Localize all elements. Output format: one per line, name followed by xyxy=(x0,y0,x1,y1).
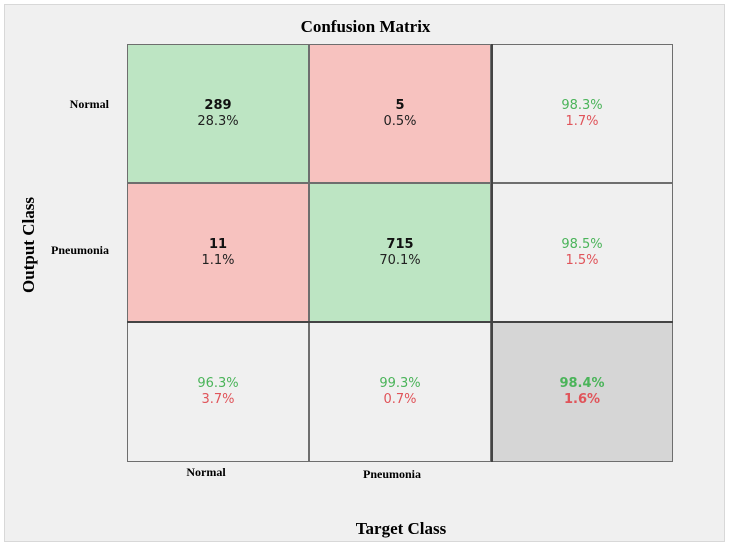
summary-correct: 96.3% xyxy=(197,376,239,391)
cell-count: 289 xyxy=(204,97,232,113)
x-axis-label: Target Class xyxy=(355,519,447,538)
col-label-pneumonia: Pneumonia xyxy=(362,467,422,481)
cell-count: 715 xyxy=(386,236,414,252)
summary-divider-horizontal xyxy=(127,321,673,323)
col-summary-pneumonia: 99.3% 0.7% xyxy=(309,322,491,462)
summary-error: 1.5% xyxy=(565,252,599,268)
summary-correct: 99.3% xyxy=(379,376,421,391)
overall-accuracy-cell: 98.4% 1.6% xyxy=(491,322,673,462)
confusion-matrix-grid: 289 28.3% 5 0.5% 98.3% 1.7% 11 1.1% 715 … xyxy=(127,44,673,462)
cell-percent: 70.1% xyxy=(379,252,421,268)
cell-pneumonia-pneumonia: 715 70.1% xyxy=(309,183,491,322)
cell-percent: 0.5% xyxy=(383,113,417,129)
summary-error: 1.7% xyxy=(565,113,599,129)
summary-error: 0.7% xyxy=(383,392,417,407)
cell-normal-pneumonia: 5 0.5% xyxy=(309,44,491,183)
overall-correct: 98.4% xyxy=(559,376,605,391)
cell-count: 5 xyxy=(395,97,405,113)
row-summary-normal: 98.3% 1.7% xyxy=(491,44,673,183)
cell-pneumonia-normal: 11 1.1% xyxy=(127,183,309,322)
summary-divider-vertical xyxy=(491,44,493,462)
cell-percent: 28.3% xyxy=(197,113,239,129)
summary-correct: 98.5% xyxy=(561,236,603,252)
cell-count: 11 xyxy=(208,236,228,252)
summary-correct: 98.3% xyxy=(561,97,603,113)
row-label-pneumonia: Pneumonia xyxy=(50,243,109,257)
row-label-normal: Normal xyxy=(69,97,109,111)
chart-title: Confusion Matrix xyxy=(300,17,431,36)
col-label-normal: Normal xyxy=(186,465,226,479)
summary-error: 3.7% xyxy=(201,392,235,407)
cell-percent: 1.1% xyxy=(201,252,235,268)
overall-error: 1.6% xyxy=(563,392,601,407)
col-summary-normal: 96.3% 3.7% xyxy=(127,322,309,462)
row-summary-pneumonia: 98.5% 1.5% xyxy=(491,183,673,322)
cell-normal-normal: 289 28.3% xyxy=(127,44,309,183)
figure: Confusion Matrix Normal Pneumonia 289 28… xyxy=(4,4,725,542)
y-axis-label: Output Class xyxy=(19,197,38,293)
